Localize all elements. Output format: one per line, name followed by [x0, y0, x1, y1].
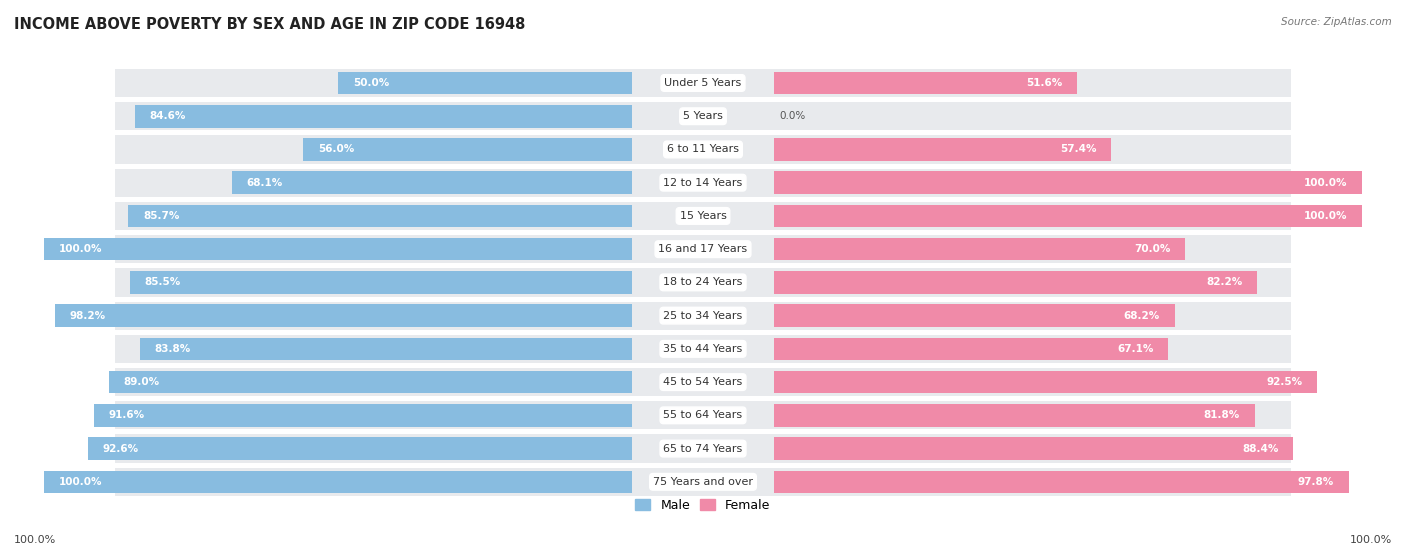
- Text: 25 to 34 Years: 25 to 34 Years: [664, 311, 742, 321]
- Bar: [89, 437, 633, 460]
- Bar: [139, 338, 633, 360]
- Bar: [129, 271, 633, 293]
- Bar: [45, 238, 633, 260]
- Bar: [773, 437, 1294, 460]
- Text: 65 to 74 Years: 65 to 74 Years: [664, 444, 742, 453]
- Bar: [773, 138, 1111, 161]
- Text: 75 Years and over: 75 Years and over: [652, 477, 754, 487]
- Text: 0.0%: 0.0%: [779, 111, 806, 121]
- Text: 81.8%: 81.8%: [1204, 410, 1240, 420]
- Text: 18 to 24 Years: 18 to 24 Years: [664, 277, 742, 287]
- Bar: [633, 268, 1291, 296]
- Text: 100.0%: 100.0%: [1350, 535, 1392, 545]
- Text: 16 and 17 Years: 16 and 17 Years: [658, 244, 748, 254]
- Bar: [115, 235, 773, 263]
- Bar: [633, 368, 1291, 396]
- Bar: [115, 135, 773, 164]
- Bar: [115, 268, 773, 296]
- Bar: [128, 205, 633, 227]
- Bar: [773, 304, 1174, 327]
- Bar: [115, 335, 773, 363]
- Text: 68.1%: 68.1%: [246, 178, 283, 188]
- Text: 56.0%: 56.0%: [318, 144, 354, 154]
- Bar: [94, 404, 633, 427]
- Text: INCOME ABOVE POVERTY BY SEX AND AGE IN ZIP CODE 16948: INCOME ABOVE POVERTY BY SEX AND AGE IN Z…: [14, 17, 526, 32]
- Bar: [45, 471, 633, 493]
- Text: 100.0%: 100.0%: [14, 535, 56, 545]
- Text: 100.0%: 100.0%: [1303, 211, 1347, 221]
- Bar: [633, 401, 1291, 429]
- Bar: [135, 105, 633, 127]
- Text: 100.0%: 100.0%: [1303, 178, 1347, 188]
- Bar: [304, 138, 633, 161]
- Bar: [633, 102, 1291, 130]
- Text: 100.0%: 100.0%: [59, 244, 103, 254]
- Bar: [115, 401, 773, 429]
- Text: 89.0%: 89.0%: [124, 377, 160, 387]
- Text: 50.0%: 50.0%: [353, 78, 389, 88]
- Bar: [773, 471, 1348, 493]
- Bar: [339, 72, 633, 94]
- Text: 91.6%: 91.6%: [108, 410, 145, 420]
- Bar: [633, 301, 1291, 330]
- Bar: [633, 202, 1291, 230]
- Text: Under 5 Years: Under 5 Years: [665, 78, 741, 88]
- Bar: [633, 434, 1291, 463]
- Text: 68.2%: 68.2%: [1123, 311, 1160, 321]
- Bar: [773, 205, 1361, 227]
- Legend: Male, Female: Male, Female: [630, 494, 776, 517]
- Text: 6 to 11 Years: 6 to 11 Years: [666, 144, 740, 154]
- Bar: [773, 172, 1361, 194]
- Text: 45 to 54 Years: 45 to 54 Years: [664, 377, 742, 387]
- Text: 85.7%: 85.7%: [143, 211, 180, 221]
- Text: Source: ZipAtlas.com: Source: ZipAtlas.com: [1281, 17, 1392, 27]
- Bar: [115, 434, 773, 463]
- Text: 92.6%: 92.6%: [103, 444, 139, 453]
- Text: 70.0%: 70.0%: [1135, 244, 1170, 254]
- Text: 82.2%: 82.2%: [1206, 277, 1243, 287]
- Text: 35 to 44 Years: 35 to 44 Years: [664, 344, 742, 354]
- Bar: [115, 69, 773, 97]
- Bar: [633, 335, 1291, 363]
- Bar: [115, 202, 773, 230]
- Text: 100.0%: 100.0%: [59, 477, 103, 487]
- Text: 15 Years: 15 Years: [679, 211, 727, 221]
- Bar: [773, 238, 1185, 260]
- Bar: [633, 135, 1291, 164]
- Text: 92.5%: 92.5%: [1267, 377, 1303, 387]
- Text: 83.8%: 83.8%: [155, 344, 191, 354]
- Text: 57.4%: 57.4%: [1060, 144, 1097, 154]
- Text: 85.5%: 85.5%: [145, 277, 180, 287]
- Bar: [110, 371, 633, 394]
- Bar: [232, 172, 633, 194]
- Bar: [633, 235, 1291, 263]
- Text: 97.8%: 97.8%: [1298, 477, 1334, 487]
- Text: 5 Years: 5 Years: [683, 111, 723, 121]
- Bar: [773, 72, 1077, 94]
- Bar: [773, 338, 1168, 360]
- Text: 98.2%: 98.2%: [70, 311, 105, 321]
- Text: 55 to 64 Years: 55 to 64 Years: [664, 410, 742, 420]
- Bar: [55, 304, 633, 327]
- Text: 88.4%: 88.4%: [1243, 444, 1278, 453]
- Bar: [633, 468, 1291, 496]
- Bar: [115, 468, 773, 496]
- Bar: [633, 69, 1291, 97]
- Text: 84.6%: 84.6%: [149, 111, 186, 121]
- Bar: [115, 301, 773, 330]
- Text: 12 to 14 Years: 12 to 14 Years: [664, 178, 742, 188]
- Bar: [633, 169, 1291, 197]
- Bar: [115, 169, 773, 197]
- Text: 67.1%: 67.1%: [1116, 344, 1153, 354]
- Text: 51.6%: 51.6%: [1026, 78, 1063, 88]
- Bar: [115, 368, 773, 396]
- Bar: [773, 271, 1257, 293]
- Bar: [773, 404, 1254, 427]
- Bar: [773, 371, 1317, 394]
- Bar: [115, 102, 773, 130]
